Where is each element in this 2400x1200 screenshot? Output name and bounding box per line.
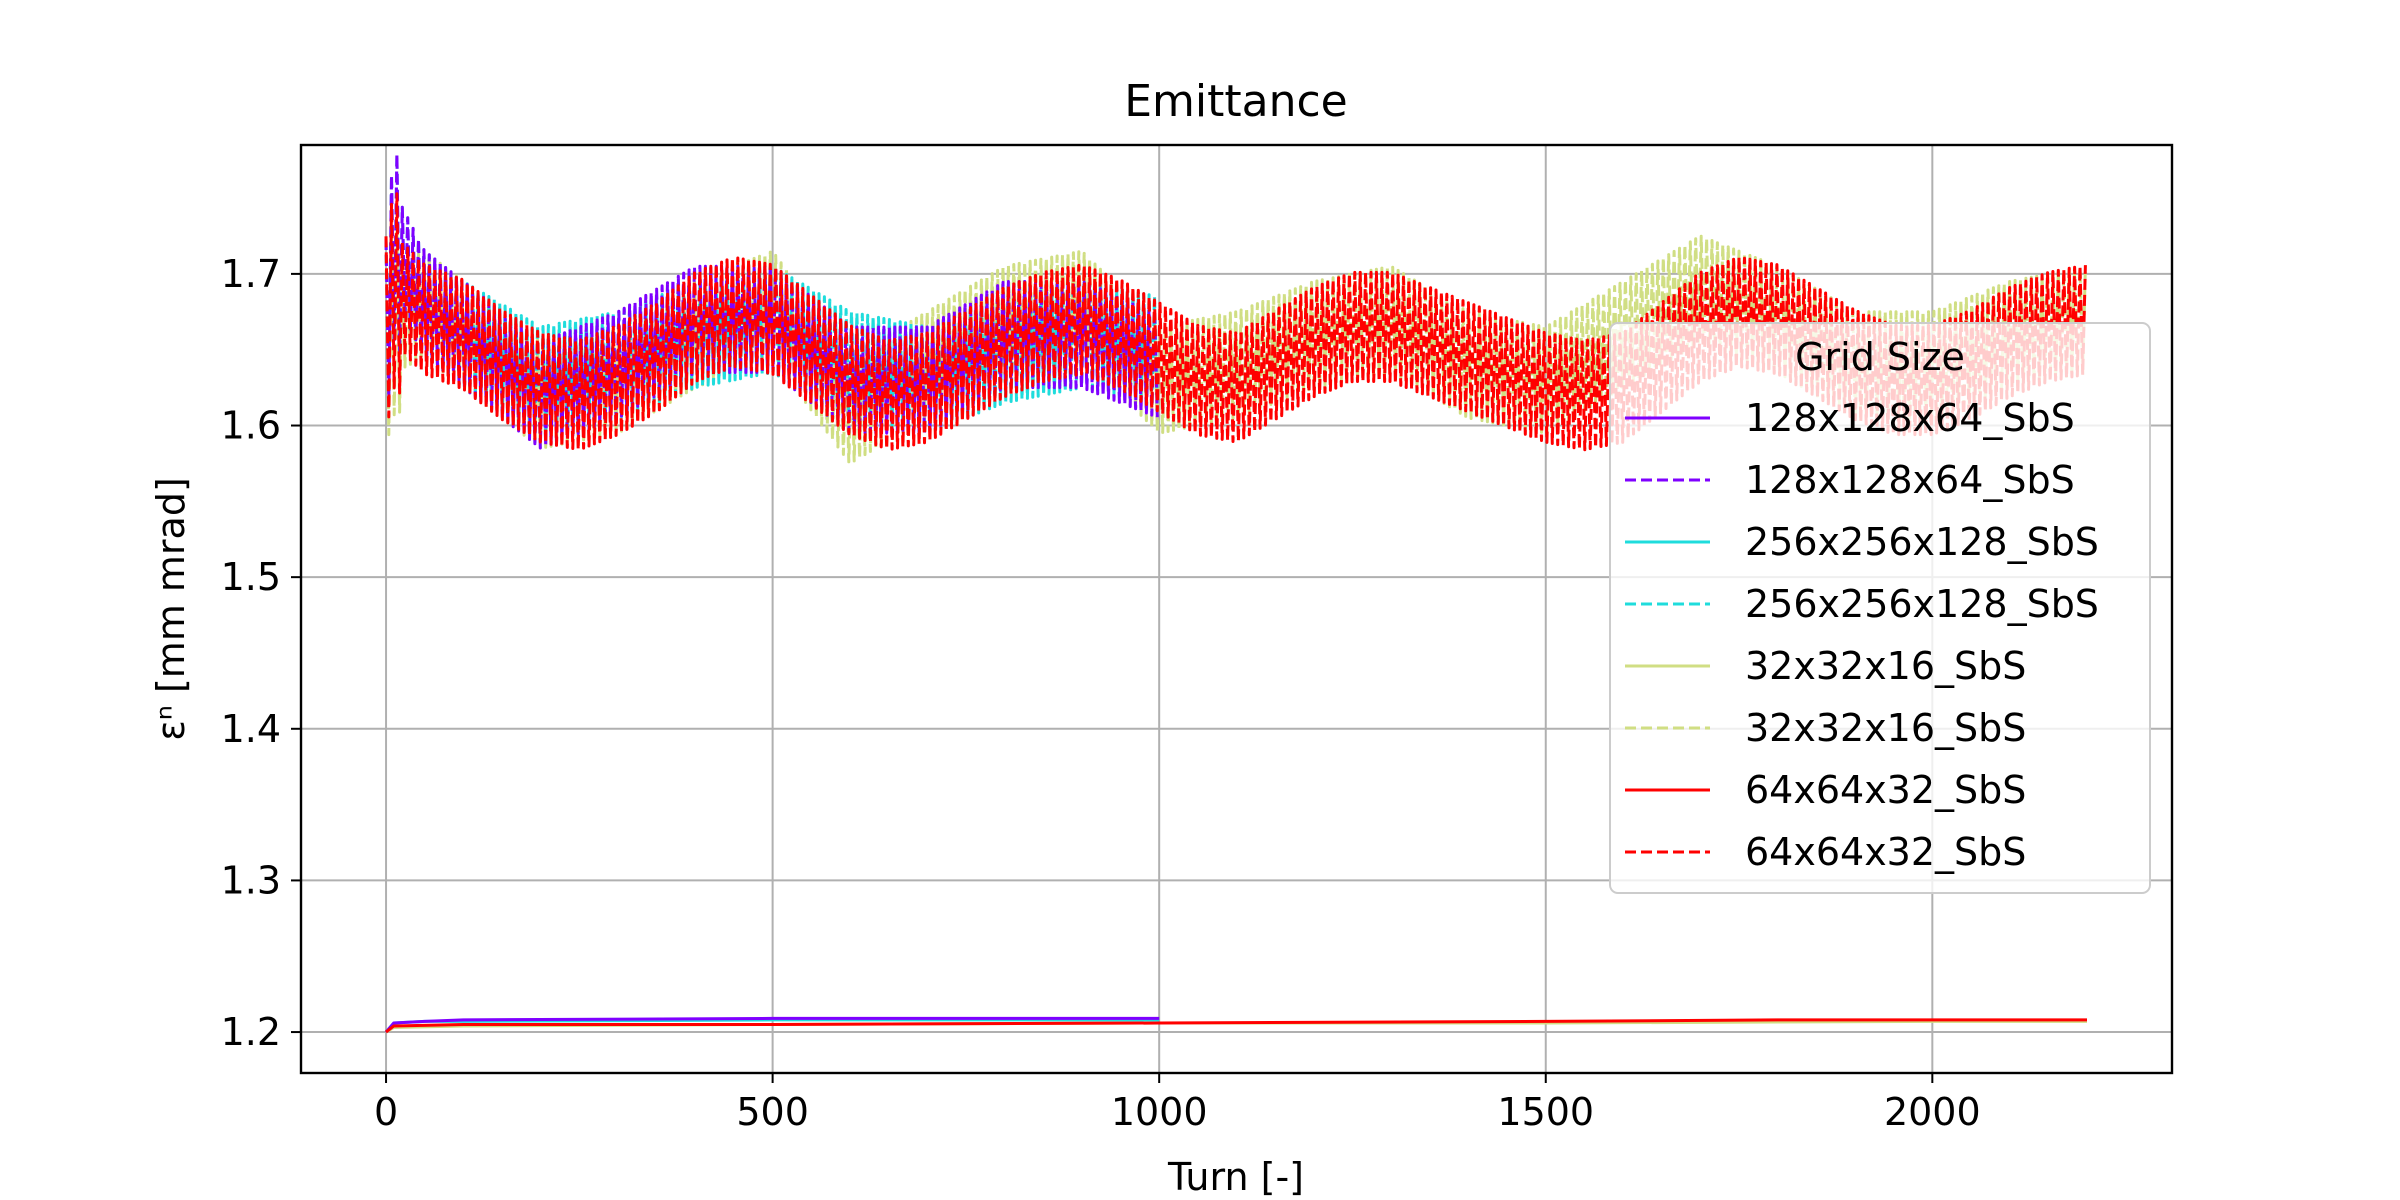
axis-ticks: 0 500 1000 1500 2000 1.2 1.3 1.4 1.5 1.6 1.7 — [221, 252, 1981, 1134]
x-axis-label: Turn [-] — [1167, 1155, 1304, 1199]
legend-box — [1609, 322, 2151, 894]
legend-label: 256x256x128_SbS — [1745, 582, 2099, 626]
legend-label: 128x128x64_SbS — [1745, 458, 2075, 502]
legend-entries: 128x128x64_SbS 128x128x64_SbS 256x256x128_… — [1625, 396, 2099, 874]
series-line-64x64x32_SbS-solid — [385, 1018, 2087, 1034]
x-tick-label: 2000 — [1884, 1090, 1981, 1134]
legend-label: 64x64x32_SbS — [1745, 768, 2026, 812]
legend-label: 32x32x16_SbS — [1745, 644, 2026, 688]
x-tick-label: 1500 — [1497, 1090, 1594, 1134]
y-axis-label: εⁿ [mm mrad] — [149, 477, 193, 741]
legend-label: 128x128x64_SbS — [1745, 396, 2075, 440]
y-tick-label: 1.2 — [221, 1010, 281, 1054]
plot-frame — [299, 143, 2174, 1075]
x-tick-label: 500 — [736, 1090, 809, 1134]
legend: Grid Size 128x128x64_SbS 128x128x64_SbS 25… — [1609, 322, 2151, 894]
y-tick-label: 1.7 — [221, 252, 281, 296]
x-tick-label: 1000 — [1111, 1090, 1208, 1134]
chart-title: Emittance — [1124, 76, 1348, 127]
series-line-128x128x64_SbS-solid — [384, 1016, 1160, 1034]
legend-title: Grid Size — [1795, 335, 1965, 379]
y-tick-label: 1.3 — [221, 858, 281, 902]
y-tick-label: 1.4 — [221, 707, 281, 751]
y-tick-label: 1.5 — [221, 555, 281, 599]
legend-label: 256x256x128_SbS — [1745, 520, 2099, 564]
legend-label: 32x32x16_SbS — [1745, 706, 2026, 750]
legend-label: 64x64x32_SbS — [1745, 830, 2026, 874]
x-tick-label: 0 — [374, 1090, 398, 1134]
y-tick-label: 1.6 — [221, 404, 281, 448]
